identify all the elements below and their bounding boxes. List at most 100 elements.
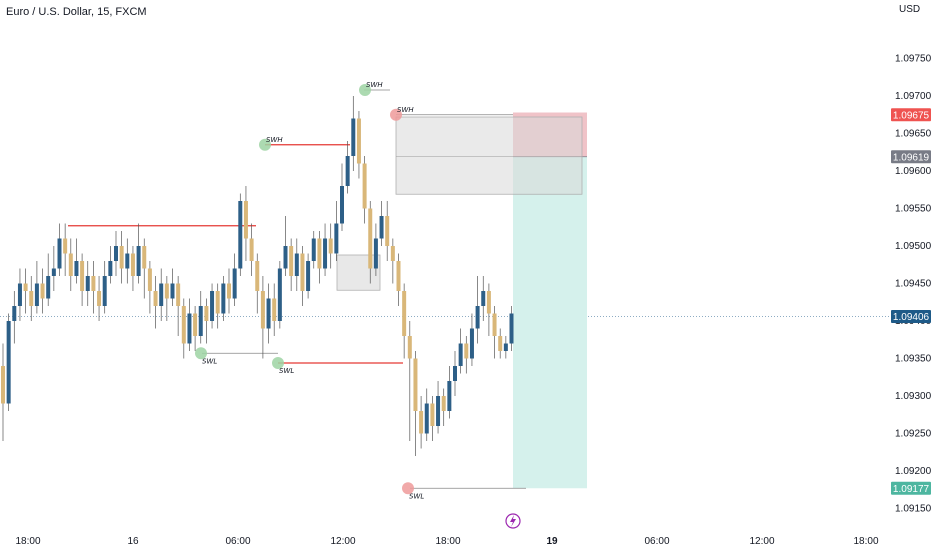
x-tick-label: 06:00 <box>225 536 250 547</box>
candle <box>238 193 243 276</box>
candle <box>57 223 62 276</box>
y-tick-label: 1.09350 <box>895 354 932 365</box>
candle <box>34 261 39 314</box>
candle <box>356 111 361 179</box>
swing-label: SWL <box>279 367 294 375</box>
candle <box>153 276 158 329</box>
candle <box>340 163 344 231</box>
candle-body <box>215 291 220 314</box>
candle <box>170 268 175 306</box>
candle-body <box>97 291 102 306</box>
candle-body <box>283 246 288 269</box>
candle <box>114 231 118 276</box>
candle-body <box>340 186 344 224</box>
order-block-lower <box>336 254 381 291</box>
candle <box>17 268 22 321</box>
candle-body <box>368 208 373 269</box>
candle-body <box>164 283 169 299</box>
candle <box>198 291 203 344</box>
candle <box>317 231 322 284</box>
candle-body <box>238 201 243 269</box>
candle-body <box>40 283 45 299</box>
y-tick-label: 1.09600 <box>895 166 932 177</box>
price-badge-label: 1.09675 <box>893 110 930 121</box>
candle <box>266 283 271 344</box>
candle <box>249 223 254 276</box>
candle <box>402 283 407 359</box>
candle <box>283 216 288 276</box>
price-axis: 1.09750 1.09700 1.09650 1.09600 1.09550 1.095… <box>891 54 932 515</box>
candle-body <box>63 238 68 254</box>
x-tick-label: 12:00 <box>330 536 355 547</box>
candle-body <box>142 246 147 269</box>
candle-body <box>323 238 328 269</box>
candle-body <box>125 253 130 269</box>
candle <box>159 268 164 321</box>
candle <box>176 276 181 336</box>
candle-body <box>91 276 96 291</box>
candle <box>362 156 367 224</box>
candle <box>334 201 339 261</box>
candle-body <box>294 253 299 276</box>
candle <box>97 276 102 321</box>
candle <box>215 283 220 329</box>
candle-body <box>481 291 486 306</box>
candle-body <box>402 291 407 336</box>
candle <box>232 253 237 306</box>
candle <box>68 238 73 291</box>
price-badge <box>891 150 931 164</box>
swing-label: SWL <box>409 492 424 500</box>
swing-dot <box>272 357 284 369</box>
candle-body <box>23 283 28 291</box>
candle <box>260 276 265 359</box>
candle-body <box>227 283 231 299</box>
candle-body <box>243 201 248 239</box>
y-tick-label: 1.09500 <box>895 241 932 252</box>
candle-body <box>170 283 175 299</box>
y-tick-label: 1.09550 <box>895 204 932 215</box>
candle <box>193 306 198 351</box>
candle <box>379 201 384 246</box>
candle-body <box>130 253 135 276</box>
candle-body <box>362 163 367 209</box>
price-badge <box>891 310 931 323</box>
candle-body <box>260 291 265 329</box>
candle-body <box>6 321 11 404</box>
swing-annotations: SWH SWH SWH SWL SWL SWL <box>195 81 424 500</box>
candle <box>424 388 429 441</box>
x-tick-label: 19 <box>546 536 558 547</box>
candle-body <box>345 156 350 186</box>
candle-body <box>306 261 311 291</box>
candle-body <box>29 291 34 306</box>
candle-body <box>351 118 356 156</box>
candle-body <box>441 396 446 411</box>
candle <box>419 396 424 449</box>
candle <box>385 201 390 261</box>
candle <box>407 321 412 441</box>
time-axis: 18:00 16 06:00 12:00 18:00 19 06:00 12:00 18:00 <box>15 536 878 547</box>
candle-body <box>430 403 435 426</box>
structure-lines <box>68 89 526 489</box>
swing-label: SWH <box>366 81 383 89</box>
candle-body <box>153 291 158 306</box>
lightning-icon[interactable] <box>505 513 521 529</box>
candle-body <box>119 246 124 269</box>
candle-body <box>108 261 113 276</box>
candle <box>187 298 192 351</box>
candle <box>345 141 350 194</box>
candlestick-series <box>1 96 514 456</box>
candle <box>469 313 474 366</box>
candle-body <box>390 246 395 261</box>
candle-body <box>469 328 474 359</box>
candle <box>136 223 141 284</box>
candle-body <box>356 118 361 164</box>
candle-body <box>46 276 51 299</box>
candle <box>447 366 452 419</box>
candle <box>12 291 17 344</box>
price-badge <box>891 481 931 495</box>
y-tick-label: 1.09200 <box>895 466 932 477</box>
y-tick-label: 1.09700 <box>895 91 932 102</box>
price-badge-label: 1.09619 <box>893 152 930 163</box>
candle <box>492 306 497 359</box>
